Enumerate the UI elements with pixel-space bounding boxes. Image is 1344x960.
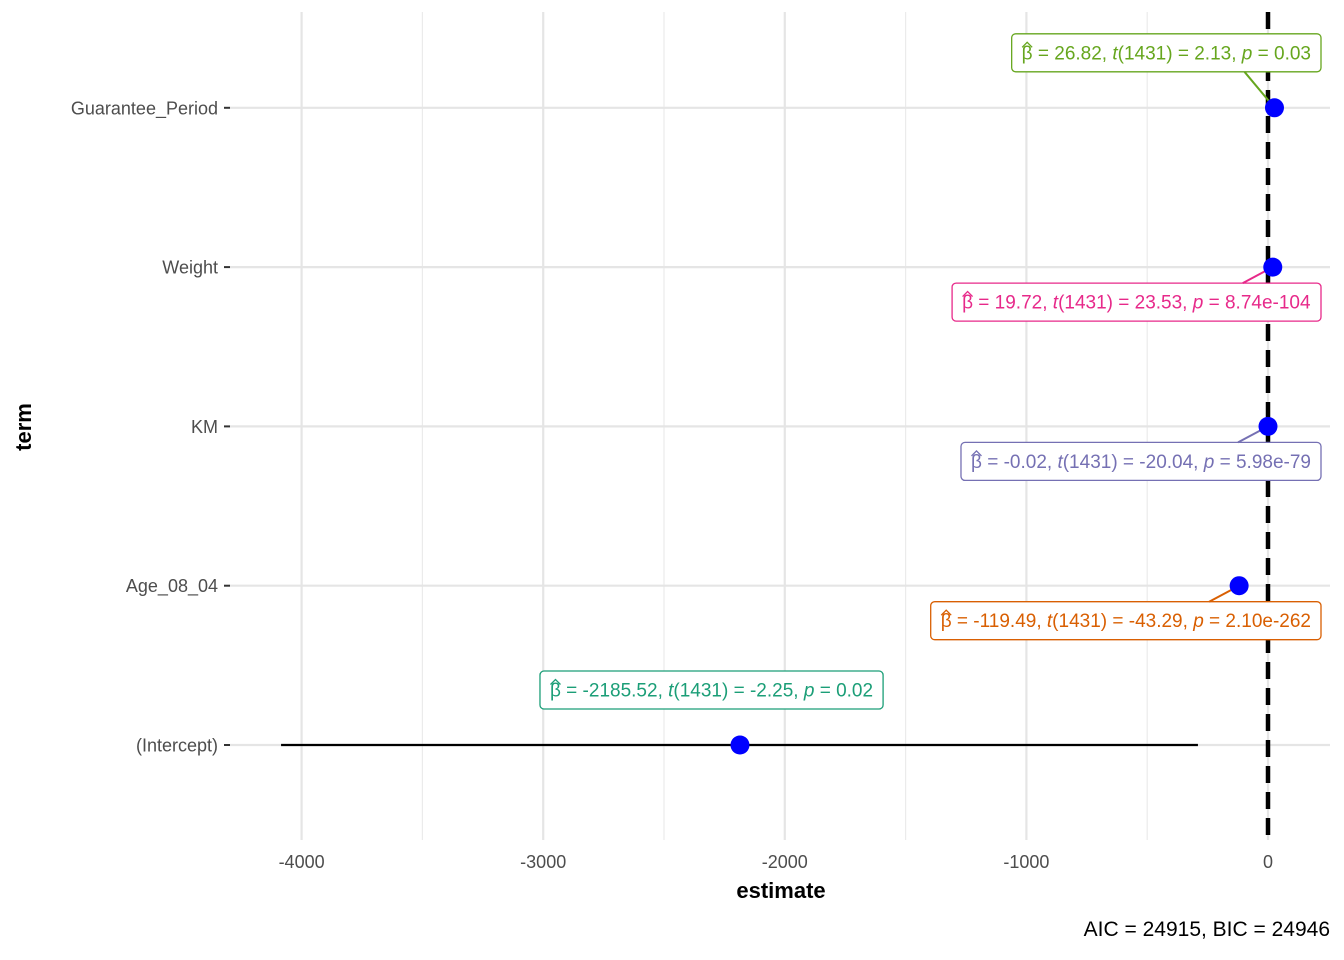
estimate-label: β = -2185.52, t(1431) = -2.25, p = 0.02 [539,670,884,710]
label-part: (1431) [1058,293,1113,314]
x-tick-label: -2000 [762,852,808,872]
estimate-label-box [1011,33,1322,73]
beta-symbol: β [1022,43,1033,64]
x-tick-label: -3000 [520,852,566,872]
estimate-label-text: β = -119.49, t(1431) = -43.29, p = 2.10e… [941,611,1311,632]
beta-hat-mark [971,449,982,457]
x-tick-label: 0 [1263,852,1273,872]
estimate-label: β = 19.72, t(1431) = 23.53, p = 8.74e-10… [951,282,1322,322]
label-part: = 23.53, [1113,293,1193,314]
y-tick-label: KM [191,417,218,437]
y-tick-label: Guarantee_Period [71,98,218,119]
label-part: t [668,681,674,702]
label-part: t [1047,611,1053,632]
label-part: p [803,681,815,702]
beta-hat-mark [550,678,561,685]
beta-symbol: β [962,293,973,314]
label-part: p [1192,611,1204,632]
beta-hat-mark [962,290,974,298]
label-part: (1431) [673,681,728,702]
label-part: = 5.98e-79 [1214,452,1311,473]
label-part: = 8.74e-104 [1203,293,1311,314]
estimate-point [1263,257,1283,277]
estimate-label-text: β = 26.82, t(1431) = 2.13, p = 0.03 [1022,43,1311,64]
label-part: t [1112,43,1118,64]
estimate-label: β = 26.82, t(1431) = 2.13, p = 0.03 [1011,33,1322,73]
chart-caption: AIC = 24915, BIC = 24946 [1084,918,1330,941]
estimate-label-text: β = 19.72, t(1431) = 23.53, p = 8.74e-10… [962,293,1311,314]
label-part: = -20.04, [1118,452,1204,473]
y-tick-label: Weight [162,258,218,278]
beta-symbol: β [941,611,952,632]
label-part: = 19.72, [973,293,1053,314]
y-tick-label: (Intercept) [136,736,218,756]
label-part: = -0.02, [982,452,1058,473]
estimate-label-box [539,670,884,710]
label-part: t [1057,452,1063,473]
estimate-label-box [951,282,1322,322]
estimate-point [1229,576,1249,596]
y-tick-label: Age_08_04 [126,576,218,597]
label-part: (1431) [1118,43,1173,64]
label-part: p [1241,43,1253,64]
beta-hat-mark [940,609,952,616]
estimate-point [730,735,750,755]
label-part: = -2.25, [728,681,804,702]
estimate-label-text: β = -0.02, t(1431) = -20.04, p = 5.98e-7… [971,452,1311,473]
label-part: = -2185.52, [561,681,668,702]
estimate-label-box [960,441,1322,482]
label-part: = 2.10e-262 [1204,611,1311,632]
beta-symbol: β [971,452,982,473]
label-part: p [1192,293,1204,314]
beta-hat-mark [1021,41,1033,48]
estimate-point [1264,98,1284,118]
estimate-label: β = -0.02, t(1431) = -20.04, p = 5.98e-7… [960,441,1322,482]
x-tick-label: -1000 [1003,852,1049,872]
label-part: t [1053,293,1059,314]
label-part: = -43.29, [1107,611,1193,632]
label-part: = 0.03 [1252,43,1311,64]
data-layer: β = -2185.52, t(1431) = -2.25, p = 0.02β… [281,12,1322,840]
label-part: = -119.49, [952,611,1047,632]
estimate-label-text: β = -2185.52, t(1431) = -2.25, p = 0.02 [550,681,873,702]
label-part: (1431) [1063,452,1118,473]
x-tick-label: -4000 [279,852,325,872]
label-part: p [1203,452,1215,473]
label-part: = 2.13, [1173,43,1242,64]
estimate-label-box [930,601,1322,641]
estimate-label: β = -119.49, t(1431) = -43.29, p = 2.10e… [930,601,1322,641]
axis-layer: (Intercept) Age_08_04 KM Weight Guarantee_Pe… [71,98,1273,872]
y-axis-title: term [11,403,36,451]
label-part: = 26.82, [1033,43,1113,64]
estimate-point [1258,416,1278,436]
label-part: = 0.02 [814,681,873,702]
beta-symbol: β [550,681,561,702]
label-part: (1431) [1052,611,1107,632]
x-axis-title: estimate [736,878,825,903]
